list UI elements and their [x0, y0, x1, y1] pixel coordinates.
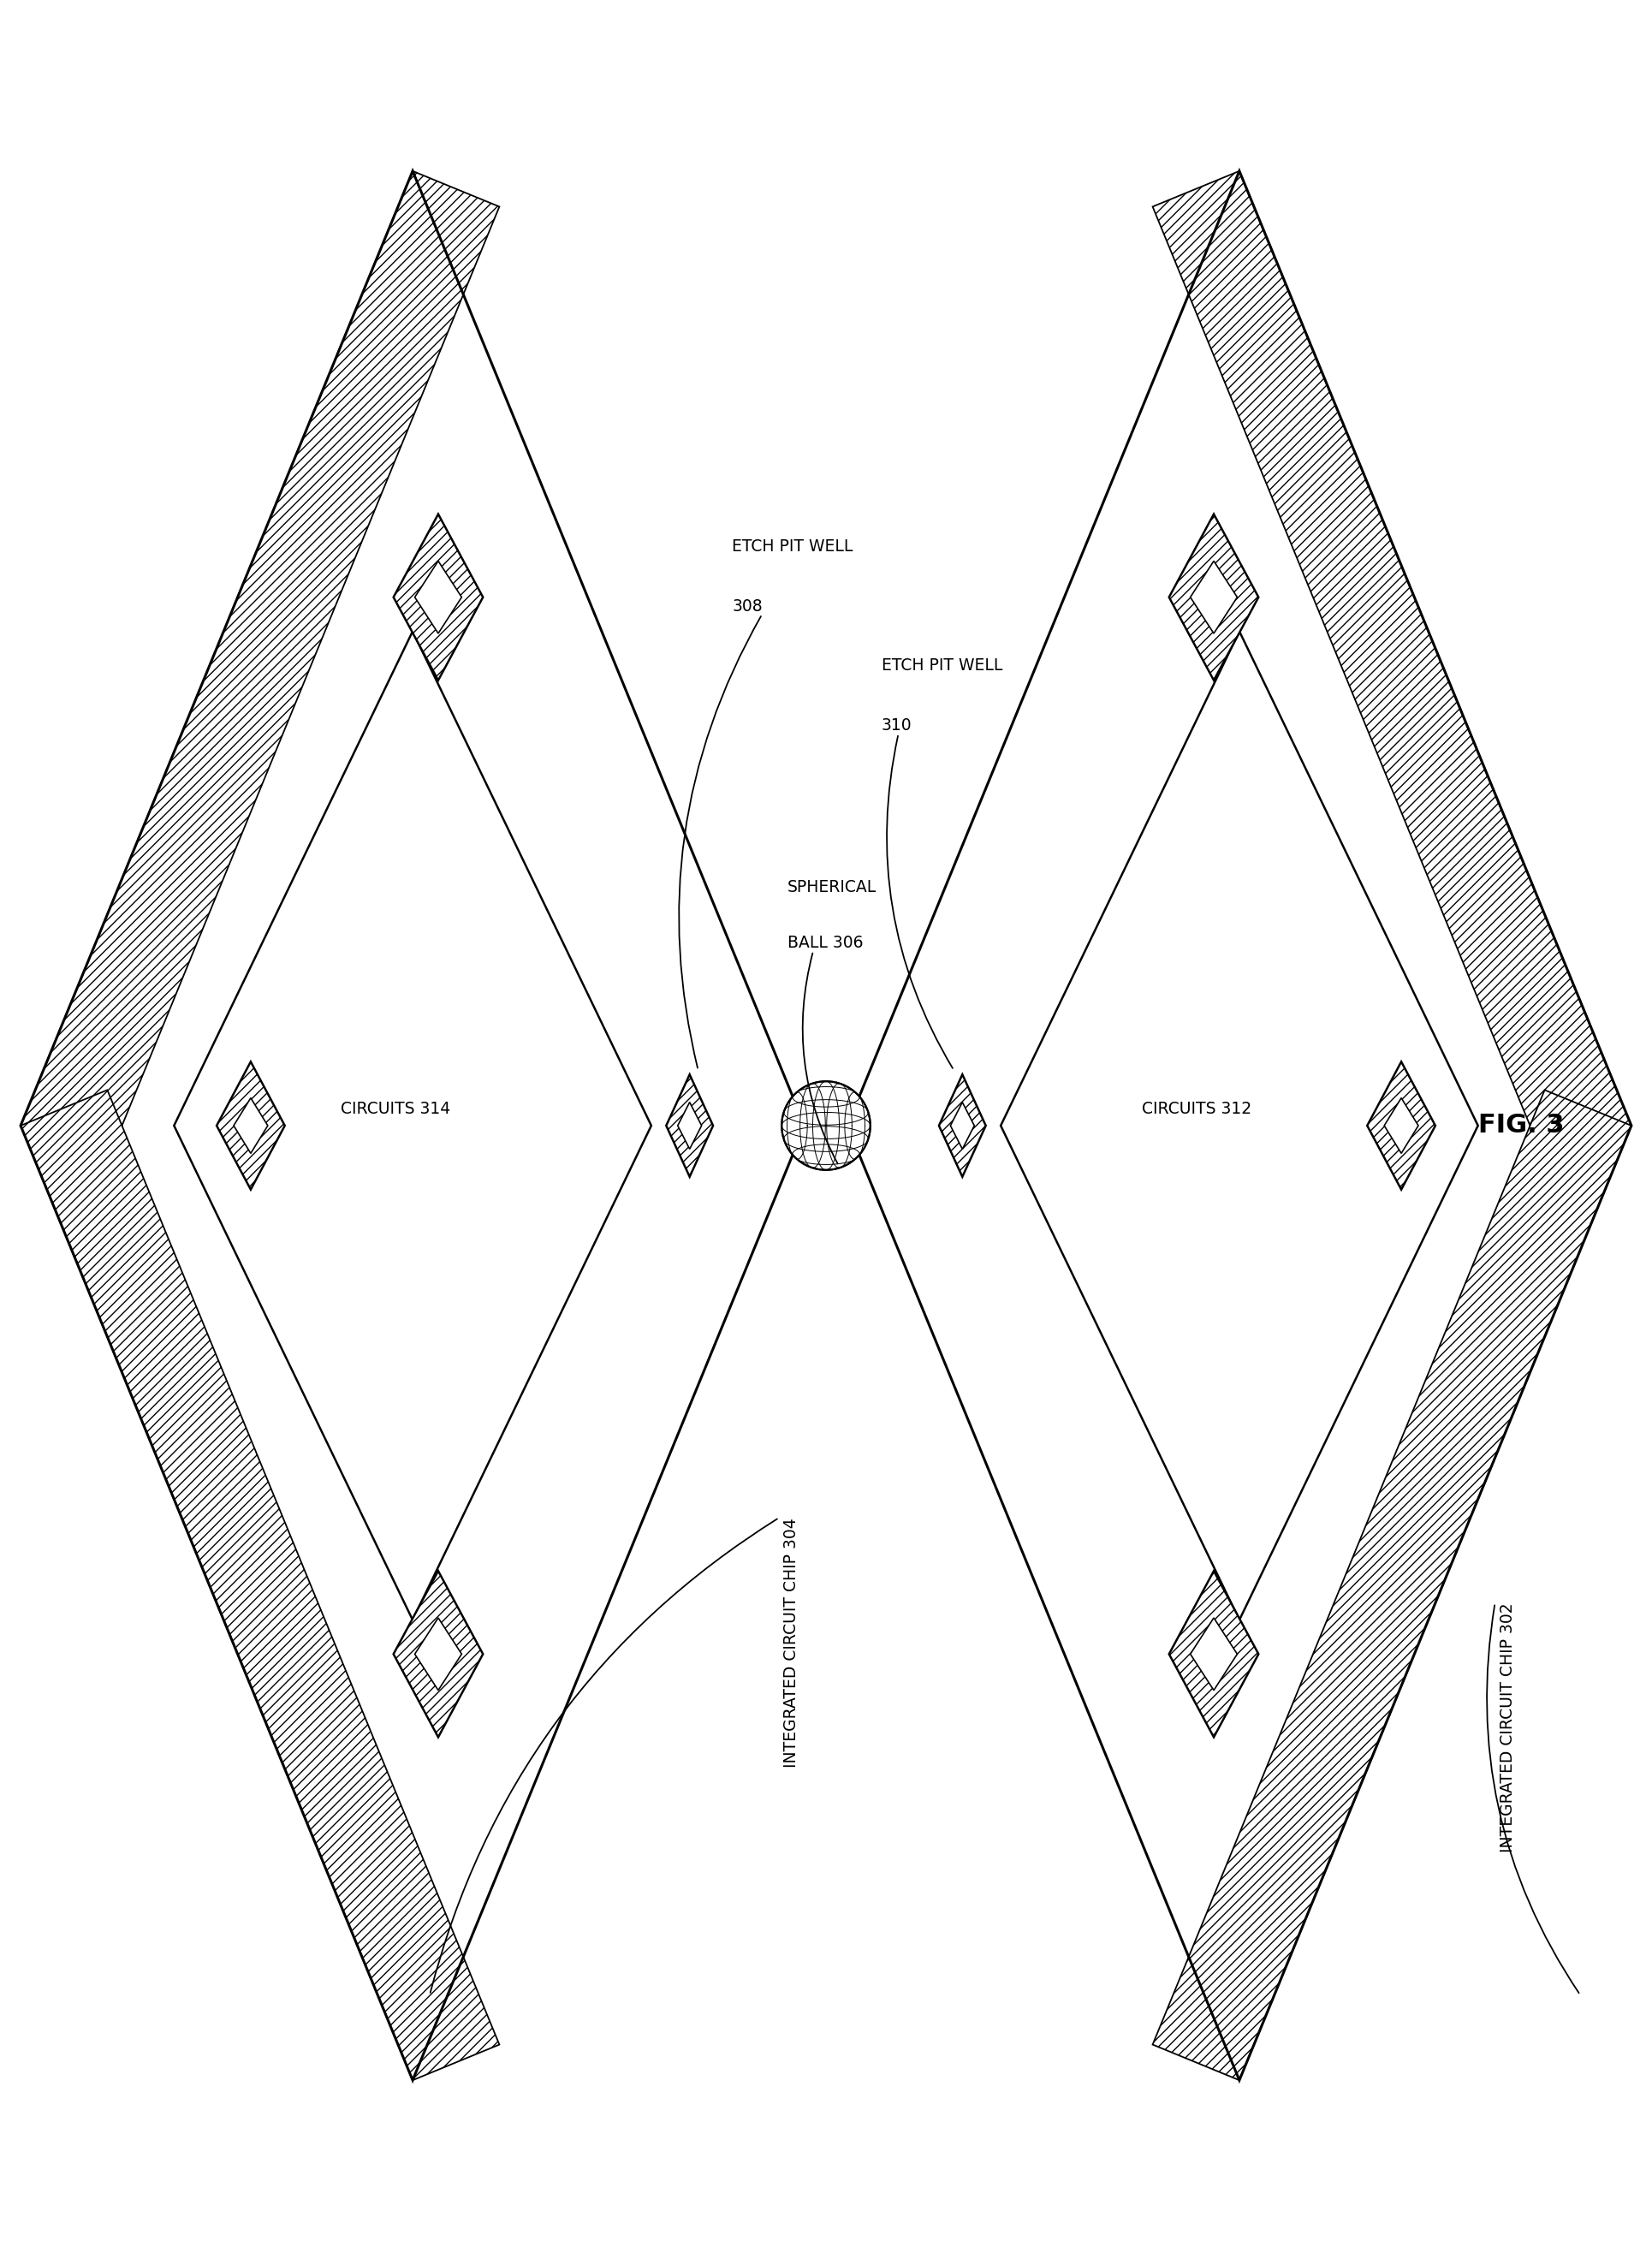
Polygon shape	[1383, 1099, 1417, 1153]
Polygon shape	[1151, 1090, 1631, 2081]
Text: ETCH PIT WELL: ETCH PIT WELL	[881, 658, 1001, 674]
Text: SPHERICAL: SPHERICAL	[788, 879, 877, 897]
Text: CIRCUITS 314: CIRCUITS 314	[340, 1101, 451, 1117]
Text: INTEGRATED CIRCUIT CHIP 304: INTEGRATED CIRCUIT CHIP 304	[783, 1517, 800, 1768]
Text: INTEGRATED CIRCUIT CHIP 302: INTEGRATED CIRCUIT CHIP 302	[1498, 1602, 1515, 1852]
Polygon shape	[415, 562, 461, 634]
Circle shape	[781, 1081, 871, 1171]
Polygon shape	[677, 1103, 700, 1148]
Polygon shape	[1366, 1063, 1434, 1189]
Polygon shape	[938, 1074, 985, 1177]
Polygon shape	[666, 1074, 712, 1177]
Polygon shape	[216, 1063, 284, 1189]
Polygon shape	[233, 1099, 268, 1153]
Text: 310: 310	[881, 717, 912, 733]
Polygon shape	[393, 1571, 482, 1737]
Polygon shape	[1168, 515, 1257, 681]
Text: CIRCUITS 312: CIRCUITS 312	[1142, 1101, 1251, 1117]
Text: 308: 308	[732, 598, 762, 613]
Polygon shape	[1151, 171, 1631, 1162]
Polygon shape	[415, 1618, 461, 1690]
Polygon shape	[393, 515, 482, 681]
Polygon shape	[20, 1090, 499, 2081]
Polygon shape	[20, 171, 499, 1162]
Polygon shape	[1168, 1571, 1257, 1737]
Polygon shape	[1189, 562, 1237, 634]
Text: ETCH PIT WELL: ETCH PIT WELL	[732, 539, 852, 555]
Text: FIG. 3: FIG. 3	[1477, 1112, 1563, 1137]
Polygon shape	[1189, 1618, 1237, 1690]
Polygon shape	[950, 1103, 973, 1148]
Text: BALL 306: BALL 306	[788, 935, 862, 950]
